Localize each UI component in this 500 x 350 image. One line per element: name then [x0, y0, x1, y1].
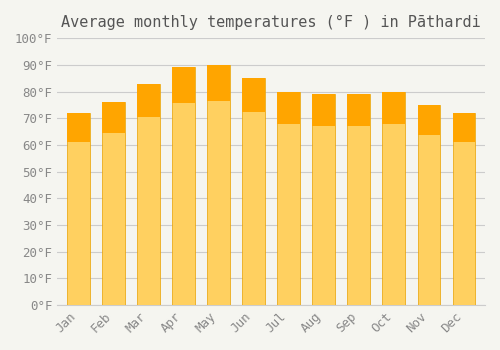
Bar — [278, 91, 300, 305]
Bar — [452, 113, 475, 305]
Bar — [418, 105, 440, 135]
Bar — [242, 78, 265, 112]
Bar — [348, 94, 370, 305]
Bar — [207, 65, 230, 101]
Bar — [137, 84, 160, 117]
Bar — [67, 113, 90, 305]
Bar — [278, 91, 300, 124]
Bar — [102, 102, 125, 305]
Bar — [312, 94, 335, 305]
Bar — [172, 68, 195, 305]
Bar — [348, 94, 370, 126]
Bar — [67, 113, 90, 142]
Bar — [382, 91, 406, 124]
Bar — [418, 105, 440, 305]
Bar — [102, 102, 125, 133]
Bar — [207, 65, 230, 305]
Bar — [137, 84, 160, 305]
Title: Average monthly temperatures (°F ) in Pāthardi: Average monthly temperatures (°F ) in Pā… — [62, 15, 481, 30]
Bar — [242, 78, 265, 305]
Bar — [172, 68, 195, 103]
Bar — [452, 113, 475, 142]
Bar — [382, 91, 406, 305]
Bar — [312, 94, 335, 126]
